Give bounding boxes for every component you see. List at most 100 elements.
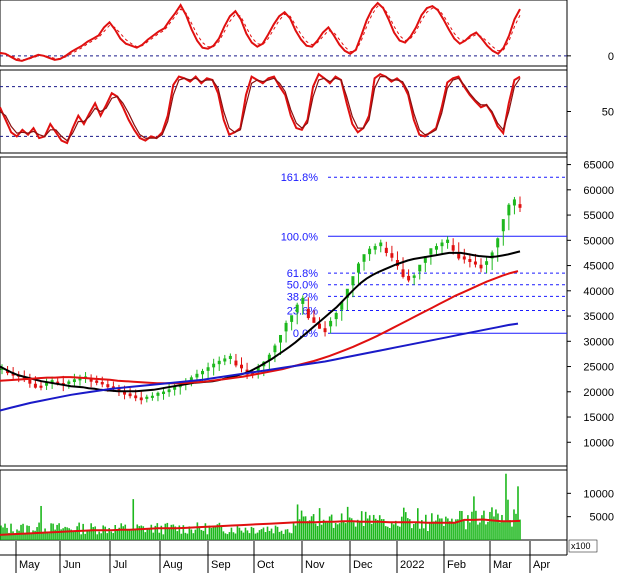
candle-body <box>468 258 472 263</box>
volume-bar <box>198 527 201 540</box>
panel-frame-macd <box>0 0 568 67</box>
volume-bar <box>164 523 167 540</box>
price-tick-label: 30000 <box>583 336 614 348</box>
volume-bar <box>386 526 389 540</box>
x-tick-label: Feb <box>447 559 466 571</box>
volume-bar <box>174 526 177 540</box>
volume-bar <box>44 528 46 540</box>
volume-bar <box>406 518 409 540</box>
volume-bar <box>517 486 519 540</box>
candle-body <box>485 261 489 265</box>
volume-bar <box>154 525 157 540</box>
volume-bar <box>54 529 56 540</box>
volume-bar <box>32 530 34 540</box>
volume-bar <box>168 529 171 540</box>
volume-bar <box>382 519 385 540</box>
volume-bar <box>68 528 70 540</box>
volume-bar <box>473 496 475 540</box>
volume-bar <box>188 526 191 540</box>
volume-bar <box>94 526 96 540</box>
candle-body <box>368 248 372 255</box>
volume-bar <box>124 524 127 540</box>
volume-bar <box>437 514 439 540</box>
candle-body <box>317 323 321 329</box>
candle-body <box>212 363 216 368</box>
x-tick-label: Mar <box>493 559 512 571</box>
volume-bar <box>80 534 82 540</box>
volume-bar <box>40 505 42 540</box>
candle-body <box>379 242 383 247</box>
x-tick-label: Oct <box>257 559 274 571</box>
candle-body <box>290 315 294 322</box>
volume-bar <box>282 533 285 540</box>
volume-bar <box>495 509 497 540</box>
volume-bar <box>260 529 263 540</box>
candle-body <box>67 381 71 384</box>
volume-bar <box>294 525 297 540</box>
volume-bar <box>192 533 195 540</box>
volume-bar <box>84 533 86 540</box>
volume-bar <box>447 518 449 540</box>
volume-bar <box>212 525 215 540</box>
macd-line-line <box>0 1 521 62</box>
volume-bar <box>519 519 521 540</box>
volume-bar <box>106 533 109 540</box>
volume-bar <box>138 526 141 540</box>
volume-bar <box>388 528 391 540</box>
candle-body <box>490 252 494 259</box>
volume-bar <box>234 533 237 540</box>
volume-bar <box>166 522 169 540</box>
volume-bar <box>236 525 239 540</box>
candle-body <box>457 252 461 259</box>
volume-panel: 5000 10000 x100 <box>0 473 614 553</box>
volume-bar <box>262 527 265 540</box>
volume-bar <box>441 518 443 540</box>
price-tick-label: 10000 <box>583 437 614 449</box>
fib-level-label: 100.0% <box>281 231 319 243</box>
price-tick-label: 65000 <box>583 160 614 172</box>
volume-bar <box>226 534 229 540</box>
candle-body <box>351 276 355 286</box>
volume-bar <box>118 527 121 540</box>
price-tick-label: 35000 <box>583 311 614 323</box>
volume-bar <box>427 530 429 540</box>
volume-bar <box>110 531 113 540</box>
volume-bar <box>160 525 163 540</box>
volume-bar <box>308 520 311 540</box>
volume-bar <box>362 525 365 540</box>
volume-bar <box>162 534 165 540</box>
volume-bar <box>390 521 393 540</box>
volume-bar <box>358 521 361 540</box>
price-tick-label: 50000 <box>583 235 614 247</box>
volume-bar <box>254 533 257 540</box>
candle-body <box>189 377 193 381</box>
volume-unit-label: x100 <box>571 541 591 551</box>
x-tick-label: Sep <box>211 559 231 571</box>
volume-bar <box>38 522 40 540</box>
candle-body <box>446 239 450 243</box>
volume-bar <box>332 527 335 540</box>
candle-body <box>462 256 466 260</box>
volume-bar <box>220 526 223 540</box>
volume-bar <box>248 533 251 540</box>
x-axis: May Jun Jul Aug Sep Oct Nov Dec 2022 Feb Mar Apr <box>0 541 567 573</box>
volume-bar <box>132 499 135 540</box>
volume-bar <box>76 526 78 540</box>
volume-bar <box>306 521 309 540</box>
candle-body <box>407 275 411 281</box>
price-tick-label: 45000 <box>583 261 614 273</box>
volume-bar <box>116 529 119 540</box>
volume-bar <box>196 522 199 540</box>
volume-bar <box>370 523 373 540</box>
volume-bar <box>316 526 319 540</box>
x-tick-label: Jul <box>113 559 127 571</box>
candle-body <box>440 242 444 247</box>
candle-body <box>217 360 221 365</box>
volume-bar <box>449 521 451 540</box>
volume-bar <box>467 515 469 540</box>
price-tick-label: 55000 <box>583 210 614 222</box>
volume-bar <box>471 511 473 540</box>
volume-bar <box>477 524 479 540</box>
volume-bar <box>194 529 197 540</box>
candle-body <box>479 264 483 269</box>
